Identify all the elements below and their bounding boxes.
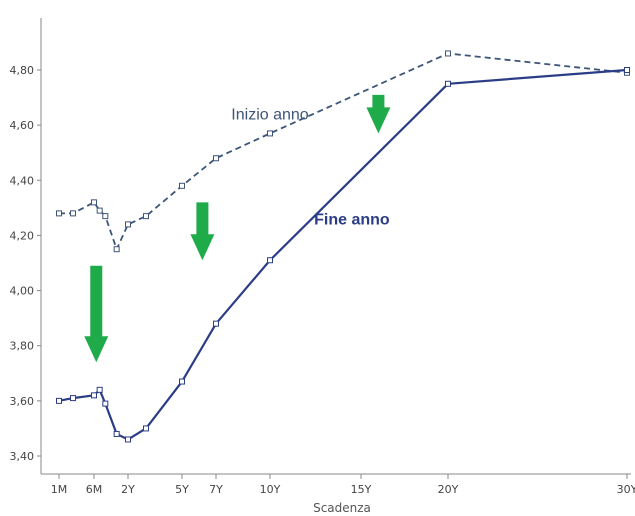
data-point-marker [70, 395, 77, 402]
y-tick-label: 4,80 [10, 64, 35, 77]
x-tick-label: 10Y [260, 483, 281, 496]
data-point-marker [113, 246, 120, 253]
down-arrow-icon [366, 94, 391, 134]
y-ticks: 3,40 3,60 3,80 4,00 4,20 4,40 4,60 4,80 [10, 64, 41, 463]
data-point-marker [179, 378, 185, 385]
data-point-marker [143, 213, 149, 220]
data-point-marker [96, 386, 103, 393]
data-point-marker [213, 320, 219, 327]
data-point-marker [445, 80, 451, 87]
data-point-marker [91, 199, 97, 206]
data-point-marker [70, 210, 77, 217]
data-point-marker [96, 207, 103, 214]
data-point-marker [267, 257, 273, 264]
x-ticks: 1M 6M 2Y 5Y 7Y 10Y 15Y 20Y 30Y [51, 474, 635, 496]
x-tick-label: 7Y [209, 483, 223, 496]
y-tick-label: 3,60 [10, 395, 35, 408]
data-point-marker [91, 392, 97, 399]
data-point-marker [125, 436, 131, 443]
x-tick-label: 2Y [121, 483, 135, 496]
annotations: Inizio anno Fine anno [231, 107, 390, 229]
y-tick-label: 3,80 [10, 340, 35, 353]
data-point-marker [56, 397, 62, 404]
data-point-marker [267, 130, 273, 137]
y-tick-label: 3,40 [10, 450, 35, 463]
y-tick-label: 4,20 [10, 229, 35, 242]
x-tick-label: 15Y [351, 483, 372, 496]
series-line-fine-anno [58, 68, 628, 441]
data-point-marker [102, 213, 109, 220]
x-axis-title: Scadenza [313, 501, 371, 515]
data-point-marker [213, 155, 219, 162]
label-fine-anno: Fine anno [314, 211, 390, 228]
data-point-marker [179, 182, 185, 189]
y-tick-label: 4,60 [10, 119, 35, 132]
data-point-marker [143, 425, 149, 432]
y-tick-label: 4,40 [10, 174, 35, 187]
x-tick-label: 5Y [175, 483, 189, 496]
x-tick-label: 1M [51, 483, 68, 496]
y-tick-label: 4,00 [10, 285, 35, 298]
data-point-marker [445, 50, 451, 57]
arrows [84, 94, 391, 363]
x-tick-label: 30Y [617, 483, 635, 496]
data-point-marker [125, 221, 131, 228]
series [56, 50, 630, 443]
data-point-marker [113, 430, 120, 437]
x-tick-label: 6M [86, 483, 103, 496]
label-inizio-anno: Inizio anno [231, 107, 308, 124]
data-point-marker [102, 400, 109, 407]
data-point-marker [624, 67, 630, 73]
down-arrow-icon [190, 202, 215, 261]
data-point-marker [56, 210, 62, 217]
down-arrow-icon [84, 265, 109, 363]
x-tick-label: 20Y [438, 483, 459, 496]
